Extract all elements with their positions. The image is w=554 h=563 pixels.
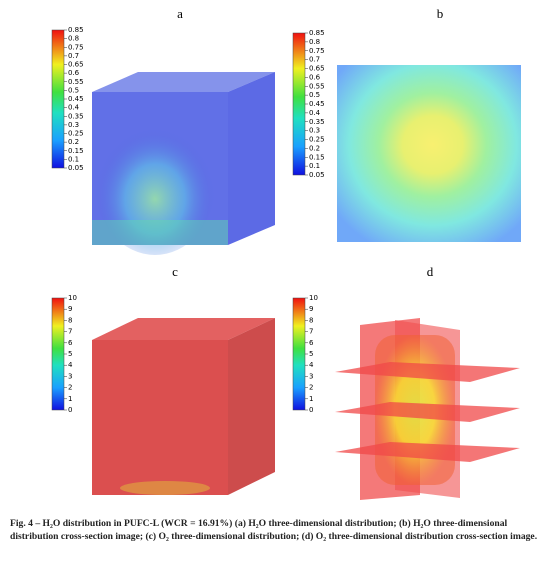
cube-base	[92, 220, 228, 245]
colorbar-tick-label: 0	[68, 406, 72, 414]
caption: Fig. 4 – H₂O distribution in PUFC-L (WCR…	[10, 518, 538, 542]
cube-base	[120, 481, 210, 495]
colorbar-tick-label: 0.65	[309, 65, 325, 73]
colorbar-tick-label: 0.55	[309, 82, 325, 90]
colorbar-tick-label: 0.65	[68, 61, 84, 69]
cube-top	[92, 318, 275, 340]
colorbar-tick-label: 0	[309, 406, 313, 414]
colorbar-tick-label: 1	[309, 395, 313, 403]
colorbar	[51, 29, 65, 169]
colorbar-tick-label: 4	[309, 361, 314, 369]
slice	[335, 442, 520, 462]
slice	[335, 362, 520, 382]
colorbar-tick-label: 5	[309, 350, 313, 358]
colorbar-tick-label: 0.7	[309, 56, 320, 64]
colorbar-tick-label: 8	[309, 316, 313, 324]
colorbar-tick-label: 9	[68, 305, 72, 313]
colorbar-tick-label: 10	[309, 294, 318, 302]
colorbar-tick-label: 0.6	[309, 73, 321, 81]
colorbar-tick-label: 2	[309, 384, 313, 392]
cube-top	[92, 72, 275, 92]
slice	[335, 402, 520, 422]
colorbar-tick-label: 0.8	[68, 35, 79, 43]
panel-label: c	[172, 264, 178, 279]
panel-label: d	[427, 264, 434, 279]
colorbar-tick-label: 0.7	[68, 52, 79, 60]
cube-front	[92, 340, 228, 495]
colorbar-tick-label: 5	[68, 350, 72, 358]
cube-side	[228, 318, 275, 495]
colorbar-tick-label: 4	[68, 361, 73, 369]
colorbar	[292, 32, 306, 176]
colorbar-tick-label: 0.45	[68, 95, 84, 103]
colorbar-tick-label: 0.2	[309, 144, 320, 152]
colorbar-tick-label: 0.35	[68, 112, 84, 120]
colorbar-tick-label: 0.85	[68, 26, 84, 34]
colorbar-tick-label: 8	[68, 316, 72, 324]
colorbar-tick-label: 0.15	[309, 153, 325, 161]
colorbar-tick-label: 0.25	[309, 136, 325, 144]
colorbar-tick-label: 0.4	[309, 109, 321, 117]
colorbar-tick-label: 0.55	[68, 78, 84, 86]
colorbar-tick-label: 9	[309, 305, 313, 313]
colorbar-tick-label: 3	[68, 372, 72, 380]
colorbar	[51, 297, 65, 411]
colorbar-tick-label: 0.15	[68, 147, 84, 155]
colorbar-tick-label: 0.05	[68, 164, 84, 172]
colorbar-tick-label: 0.3	[309, 127, 320, 135]
colorbar-tick-label: 7	[68, 328, 72, 336]
panel-label: a	[177, 6, 183, 21]
figure-panels: a 0.850.80.750.70.650.60.550.50.450.40.3…	[51, 6, 521, 500]
colorbar-tick-label: 0.6	[68, 69, 80, 77]
panel: b 0.850.80.750.70.650.60.550.50.450.40.3…	[292, 6, 521, 242]
colorbar-tick-label: 0.85	[309, 29, 325, 37]
panel: a 0.850.80.750.70.650.60.550.50.450.40.3…	[51, 6, 275, 255]
colorbar-tick-label: 0.1	[309, 162, 320, 170]
colorbar-tick-label: 0.35	[309, 118, 325, 126]
colorbar-tick-label: 0.3	[68, 121, 79, 129]
colorbar-tick-label: 0.45	[309, 100, 325, 108]
colorbar-tick-label: 6	[68, 339, 73, 347]
colorbar-tick-label: 0.4	[68, 104, 80, 112]
colorbar-tick-label: 0.25	[68, 130, 84, 138]
cross-section	[337, 65, 521, 242]
colorbar-tick-label: 0.75	[309, 47, 325, 55]
colorbar-tick-label: 6	[309, 339, 314, 347]
panel-label: b	[437, 6, 444, 21]
colorbar-tick-label: 0.2	[68, 138, 79, 146]
colorbar-tick-label: 0.5	[309, 91, 320, 99]
colorbar-tick-label: 2	[68, 384, 72, 392]
colorbar	[292, 297, 306, 411]
cube-side	[228, 72, 275, 245]
colorbar-tick-label: 0.5	[68, 86, 79, 94]
colorbar-tick-label: 1	[68, 395, 72, 403]
colorbar-tick-label: 10	[68, 294, 77, 302]
colorbar-tick-label: 7	[309, 328, 313, 336]
colorbar-tick-label: 0.1	[68, 155, 79, 163]
colorbar-tick-label: 3	[309, 372, 313, 380]
colorbar-tick-label: 0.05	[309, 171, 325, 179]
colorbar-tick-label: 0.8	[309, 38, 320, 46]
colorbar-tick-label: 0.75	[68, 43, 84, 51]
